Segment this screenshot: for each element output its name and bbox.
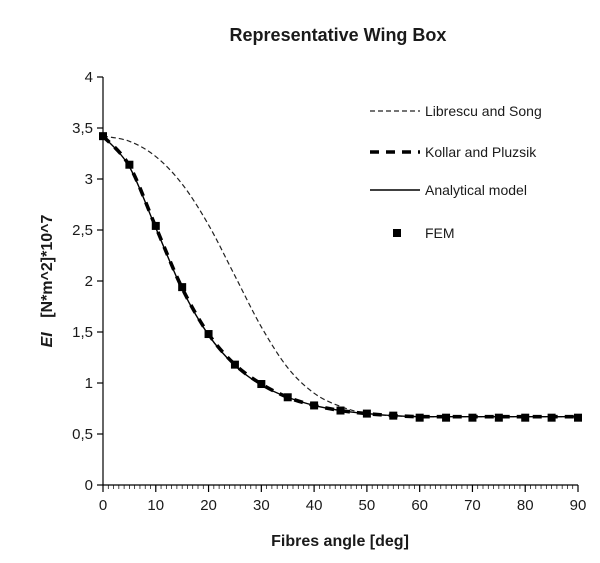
- fem-point: [468, 413, 477, 422]
- legend-label: Librescu and Song: [425, 103, 542, 119]
- legend-item-fem: FEM: [393, 225, 455, 241]
- legend-label: FEM: [425, 225, 455, 241]
- fem-point: [125, 160, 134, 169]
- x-tick-label: 60: [411, 497, 428, 514]
- fem-point: [204, 330, 213, 339]
- fem-point: [151, 221, 160, 230]
- fem-point: [389, 411, 398, 420]
- y-ticks: 0 0,5 1 1,5 2 2,5 3 3,5 4: [72, 69, 103, 494]
- fem-point: [442, 413, 451, 422]
- x-tick-label: 80: [517, 497, 534, 514]
- fem-point: [415, 413, 424, 422]
- fem-point: [178, 283, 187, 292]
- x-minor-ticks: [102, 485, 579, 489]
- y-axis-units: [N*m^2]*10^7: [39, 215, 56, 318]
- chart-title: Representative Wing Box: [230, 25, 447, 45]
- series-kollar-and-pluzsik-line: [101, 134, 578, 419]
- legend-item-kollar-and-pluzsik: Kollar and Pluzsik: [370, 144, 537, 160]
- y-tick-label: 1: [85, 375, 93, 392]
- x-tick-label: 0: [99, 497, 107, 514]
- fem-point: [230, 360, 239, 369]
- y-axis-label: EI [N*m^2]*10^7: [39, 215, 56, 348]
- fem-point: [574, 413, 582, 422]
- x-tick-label: 10: [147, 497, 164, 514]
- series-librescu-and-song-line: [102, 135, 578, 418]
- y-tick-label: 3: [85, 171, 93, 188]
- y-axis-symbol: EI: [39, 332, 56, 348]
- legend: Librescu and Song Kollar and Pluzsik Analy…: [370, 103, 542, 241]
- fem-point: [362, 409, 371, 418]
- fem-point: [310, 401, 319, 410]
- series-fem: [99, 132, 582, 422]
- fem-point: [547, 413, 556, 422]
- x-tick-label: 90: [570, 497, 587, 514]
- legend-swatch: [393, 229, 401, 237]
- x-tick-label: 20: [200, 497, 217, 514]
- svg-text:EI [N*m^2]*10^7: EI [N*m^2]*10^7: [39, 215, 56, 348]
- x-axis-label: Fibres angle [deg]: [271, 533, 409, 550]
- y-tick-label: 4: [85, 69, 93, 86]
- legend-item-analytical-model: Analytical model: [370, 182, 527, 198]
- legend-label: Analytical model: [425, 182, 527, 198]
- y-tick-label: 1,5: [72, 324, 93, 341]
- y-tick-label: 0,5: [72, 426, 93, 443]
- legend-label: Kollar and Pluzsik: [425, 144, 537, 160]
- y-tick-label: 2: [85, 273, 93, 290]
- y-tick-label: 3,5: [72, 120, 93, 137]
- fem-point: [494, 413, 503, 422]
- series-analytical-model-line: [102, 135, 578, 418]
- fem-point: [257, 380, 266, 389]
- fem-point: [283, 393, 292, 402]
- fem-point: [336, 406, 345, 415]
- y-tick-label: 0: [85, 477, 93, 494]
- x-tick-label: 40: [306, 497, 323, 514]
- x-tick-label: 50: [359, 497, 376, 514]
- x-tick-label: 30: [253, 497, 270, 514]
- series-layer: [99, 132, 582, 422]
- legend-item-librescu-and-song: Librescu and Song: [370, 103, 542, 119]
- y-tick-label: 2,5: [72, 222, 93, 239]
- fem-point: [521, 413, 530, 422]
- x-ticks: 0 10 20 30 40 50 60 70 80 90: [99, 485, 587, 514]
- fem-point: [99, 132, 107, 141]
- x-tick-label: 70: [464, 497, 481, 514]
